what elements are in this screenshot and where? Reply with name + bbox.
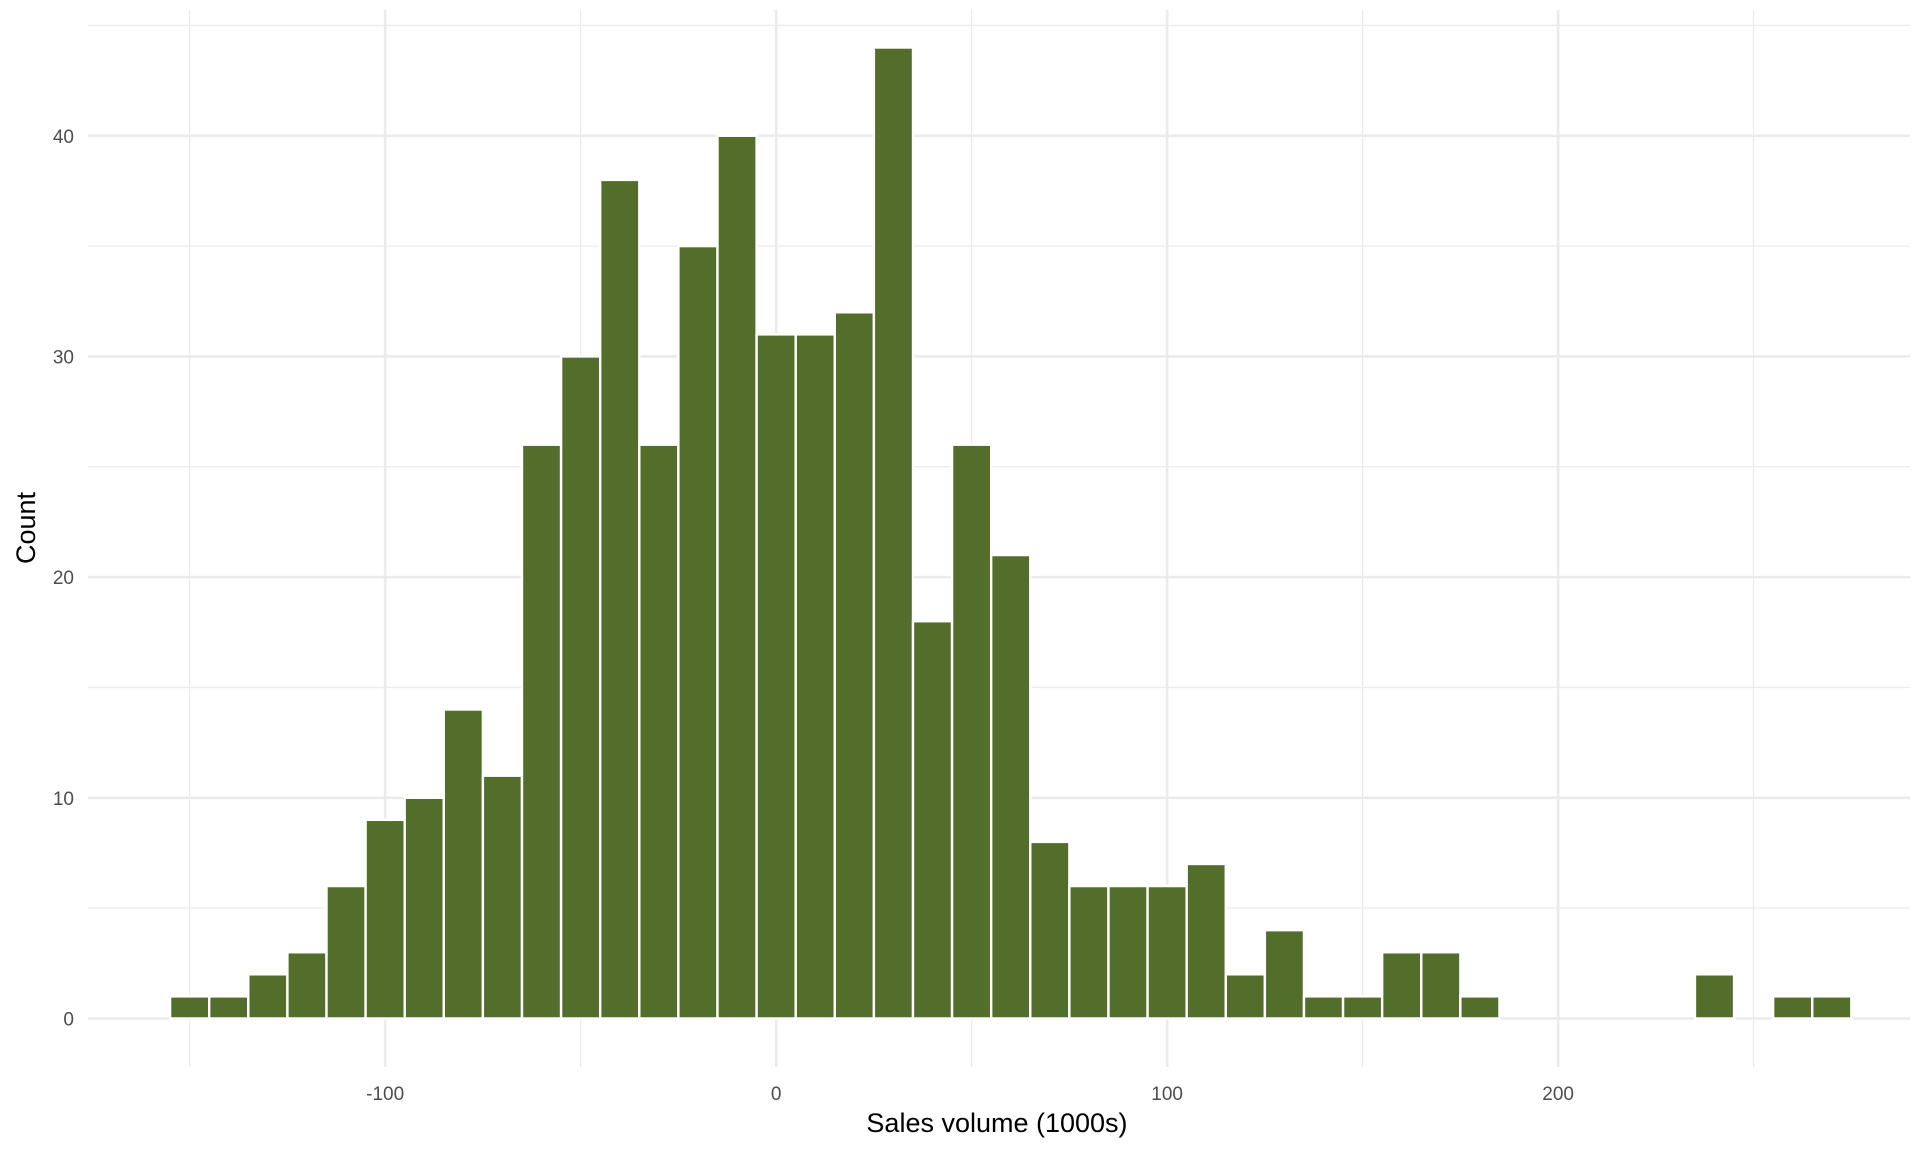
histogram-bar bbox=[403, 796, 445, 1020]
y-tick-label: 0 bbox=[63, 1009, 74, 1030]
histogram-bar bbox=[872, 46, 915, 1020]
histogram-bar bbox=[168, 995, 211, 1020]
histogram-bar bbox=[755, 333, 797, 1020]
histogram-bar bbox=[1107, 884, 1149, 1020]
x-axis-tick-labels: -100 0 100 200 bbox=[366, 1084, 1574, 1105]
y-tick-label: 30 bbox=[53, 347, 74, 368]
histogram-bar bbox=[1302, 995, 1345, 1020]
histogram-bar bbox=[716, 134, 758, 1020]
histogram-bar bbox=[911, 620, 954, 1020]
x-tick-label: -100 bbox=[366, 1084, 404, 1105]
histogram-bar bbox=[1146, 884, 1188, 1020]
histogram-bar bbox=[1068, 884, 1110, 1020]
histogram-bar bbox=[520, 443, 563, 1020]
histogram-bar bbox=[1771, 995, 1814, 1020]
histogram-bar bbox=[1029, 840, 1071, 1020]
histogram-bar bbox=[1341, 995, 1384, 1020]
x-axis-title: Sales volume (1000s) bbox=[866, 1108, 1127, 1138]
histogram-bar bbox=[442, 708, 485, 1020]
histogram-bar bbox=[1185, 862, 1227, 1020]
histogram-bar bbox=[794, 333, 836, 1020]
histogram-bar bbox=[208, 995, 250, 1020]
histogram-bar bbox=[598, 178, 641, 1020]
x-tick-label: 0 bbox=[771, 1084, 782, 1105]
y-tick-label: 20 bbox=[53, 568, 74, 589]
histogram-bar bbox=[1459, 995, 1501, 1020]
x-tick-label: 200 bbox=[1542, 1084, 1574, 1105]
histogram-bar bbox=[950, 443, 993, 1020]
histogram-bar bbox=[1224, 973, 1267, 1020]
histogram-bar bbox=[1420, 951, 1462, 1020]
histogram-bar bbox=[286, 951, 328, 1020]
histogram-bar bbox=[833, 311, 876, 1020]
x-tick-label: 100 bbox=[1151, 1084, 1183, 1105]
histogram-bar bbox=[559, 355, 602, 1020]
histogram-bar bbox=[1811, 995, 1853, 1020]
histogram-bar bbox=[364, 818, 406, 1020]
histogram-bar bbox=[247, 973, 289, 1020]
y-axis-tick-labels: 0 10 20 30 40 bbox=[53, 127, 74, 1031]
histogram-bar bbox=[1693, 973, 1736, 1020]
histogram-bar bbox=[1380, 951, 1423, 1020]
y-tick-label: 10 bbox=[53, 789, 74, 810]
y-axis-title: Count bbox=[11, 491, 41, 564]
histogram-bar bbox=[1263, 928, 1306, 1020]
histogram-bar bbox=[638, 443, 680, 1020]
histogram-bar bbox=[989, 553, 1032, 1020]
y-tick-label: 40 bbox=[53, 127, 74, 148]
histogram-bars bbox=[168, 46, 1853, 1020]
histogram-bar bbox=[481, 774, 524, 1020]
histogram-bar bbox=[677, 244, 719, 1020]
histogram-bar bbox=[325, 884, 367, 1020]
